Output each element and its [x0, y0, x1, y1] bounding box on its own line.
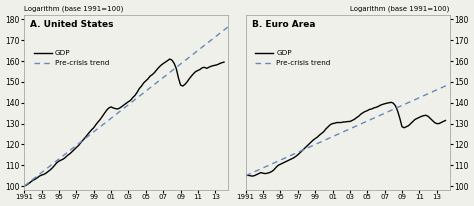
GDP [384, 102, 390, 104]
GDP [121, 104, 127, 106]
GDP [167, 58, 173, 60]
GDP [286, 159, 292, 161]
GDP [182, 83, 188, 86]
Text: Logarithm (base 1991=100): Logarithm (base 1991=100) [24, 5, 124, 12]
Legend: GDP, Pre-crisis trend: GDP, Pre-crisis trend [255, 50, 331, 66]
GDP [443, 119, 448, 122]
GDP [21, 185, 27, 187]
GDP [243, 174, 248, 177]
Line: GDP: GDP [246, 102, 446, 176]
GDP [47, 169, 53, 171]
GDP [63, 156, 68, 159]
GDP [221, 61, 227, 63]
GDP [160, 62, 166, 65]
GDP [345, 120, 351, 123]
Text: Logarithm (base 1991=100): Logarithm (base 1991=100) [350, 5, 450, 12]
GDP [388, 101, 394, 104]
Text: B. Euro Area: B. Euro Area [252, 20, 315, 29]
GDP [271, 169, 277, 171]
Text: A. United States: A. United States [30, 20, 114, 29]
GDP [249, 175, 255, 177]
Line: GDP: GDP [24, 59, 224, 186]
GDP [406, 124, 411, 127]
GDP [54, 162, 60, 164]
Legend: GDP, Pre-crisis trend: GDP, Pre-crisis trend [34, 50, 109, 66]
GDP [278, 163, 283, 165]
